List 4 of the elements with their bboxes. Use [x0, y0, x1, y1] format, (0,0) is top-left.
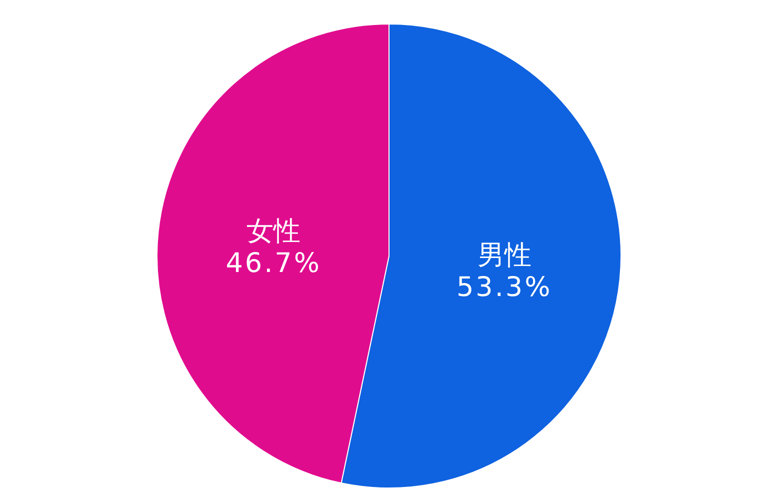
data-label: 46.7%: [226, 248, 322, 279]
data-label: 53.3%: [456, 272, 552, 304]
slice-label: 女性: [246, 216, 301, 247]
slice-label: 男性: [477, 240, 532, 272]
